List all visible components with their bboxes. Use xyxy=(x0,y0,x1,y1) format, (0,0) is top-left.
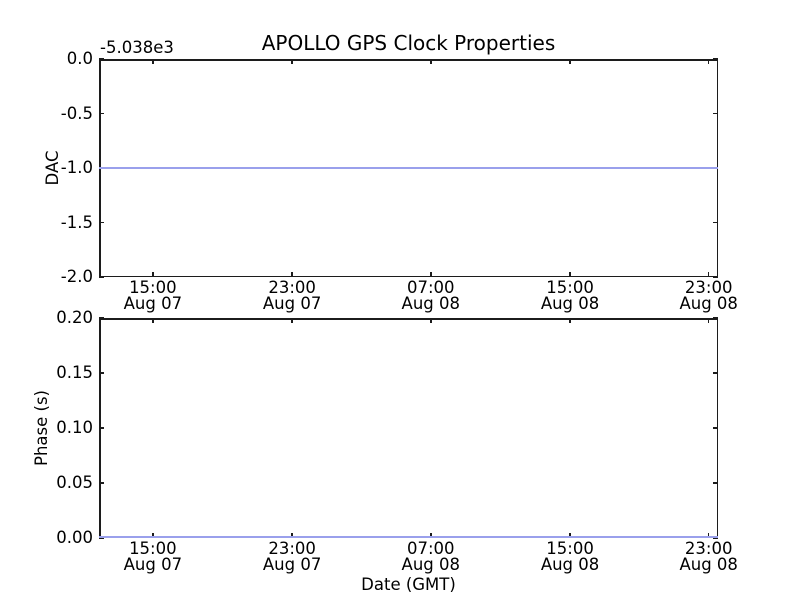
y-tick-label: -0.5 xyxy=(60,103,93,123)
x-tick-mark xyxy=(152,272,154,277)
y-tick-mark xyxy=(713,427,718,429)
top-spine xyxy=(99,59,718,61)
x-tick-mark xyxy=(430,318,432,323)
top-spine xyxy=(99,318,718,320)
y-tick-label: 0.15 xyxy=(56,363,93,382)
y-tick-mark xyxy=(99,537,104,539)
y-tick-label: 0.05 xyxy=(56,473,93,492)
x-tick-label: 23:00 Aug 08 xyxy=(679,278,738,313)
y-tick-label: -2.0 xyxy=(60,267,93,286)
x-tick-label: 15:00 Aug 08 xyxy=(540,539,600,574)
x-tick-label: 07:00 Aug 08 xyxy=(401,539,461,574)
y-tick-mark xyxy=(713,372,718,374)
y-tick-mark xyxy=(99,427,104,429)
y-tick-mark xyxy=(99,58,104,60)
y-tick-label: 0.10 xyxy=(56,418,93,437)
y-tick-mark xyxy=(713,482,718,484)
x-tick-mark xyxy=(430,59,432,64)
bottom-spine xyxy=(99,275,718,277)
x-tick-label: 23:00 Aug 07 xyxy=(262,278,322,313)
y-tick-mark xyxy=(713,537,718,539)
plot-title: APOLLO GPS Clock Properties xyxy=(261,31,556,55)
x-tick-label: 23:00 Aug 08 xyxy=(679,539,738,574)
y-tick-label: 0.20 xyxy=(56,308,93,327)
y-tick-mark xyxy=(99,276,104,278)
x-tick-label: 15:00 Aug 08 xyxy=(540,278,600,313)
y-tick-mark xyxy=(99,482,104,484)
y-tick-mark xyxy=(99,372,104,374)
y-tick-mark xyxy=(99,317,104,319)
y-tick-label: 0.0 xyxy=(66,49,93,68)
x-tick-mark xyxy=(569,318,571,323)
y-axis-offset-label: -5.038e3 xyxy=(100,38,174,57)
x-tick-mark xyxy=(430,272,432,277)
y-tick-mark xyxy=(713,317,718,319)
y-tick-label: -1.5 xyxy=(60,212,93,232)
x-tick-label: 07:00 Aug 08 xyxy=(401,278,461,313)
x-axis-label: Date (GMT) xyxy=(361,575,456,594)
y-tick-mark xyxy=(99,112,104,115)
x-tick-mark xyxy=(707,318,710,323)
x-tick-label: 15:00 Aug 07 xyxy=(123,539,183,574)
x-tick-label: 15:00 Aug 07 xyxy=(123,278,183,313)
y-tick-mark xyxy=(99,221,104,224)
x-tick-mark xyxy=(707,272,710,277)
phase-axes: 0.20 0.15 0.10 0.05 0.00 15:00 Aug 07 23:00 Au… xyxy=(56,309,738,573)
x-tick-mark xyxy=(569,272,571,277)
x-tick-mark xyxy=(291,272,293,277)
y-tick-label: 0.00 xyxy=(56,528,93,547)
y-tick-mark xyxy=(713,58,718,60)
x-tick-mark xyxy=(152,318,154,323)
y-tick-mark xyxy=(713,112,718,115)
x-tick-mark xyxy=(152,59,154,64)
y-tick-mark xyxy=(713,276,718,278)
dac-axes: 0.0 -0.5 -1.0 -1.5 -2.0 15:00 Aug 07 23:00 Aug… xyxy=(61,50,738,312)
y-tick-mark xyxy=(713,221,718,224)
phase-line xyxy=(99,535,718,538)
x-tick-mark xyxy=(569,59,571,64)
dac-line xyxy=(99,167,718,169)
x-tick-mark xyxy=(291,318,293,323)
x-tick-label: 23:00 Aug 07 xyxy=(262,539,322,574)
y-tick-label: -1.0 xyxy=(60,158,93,177)
x-tick-mark xyxy=(291,59,293,64)
x-tick-mark xyxy=(707,59,710,64)
